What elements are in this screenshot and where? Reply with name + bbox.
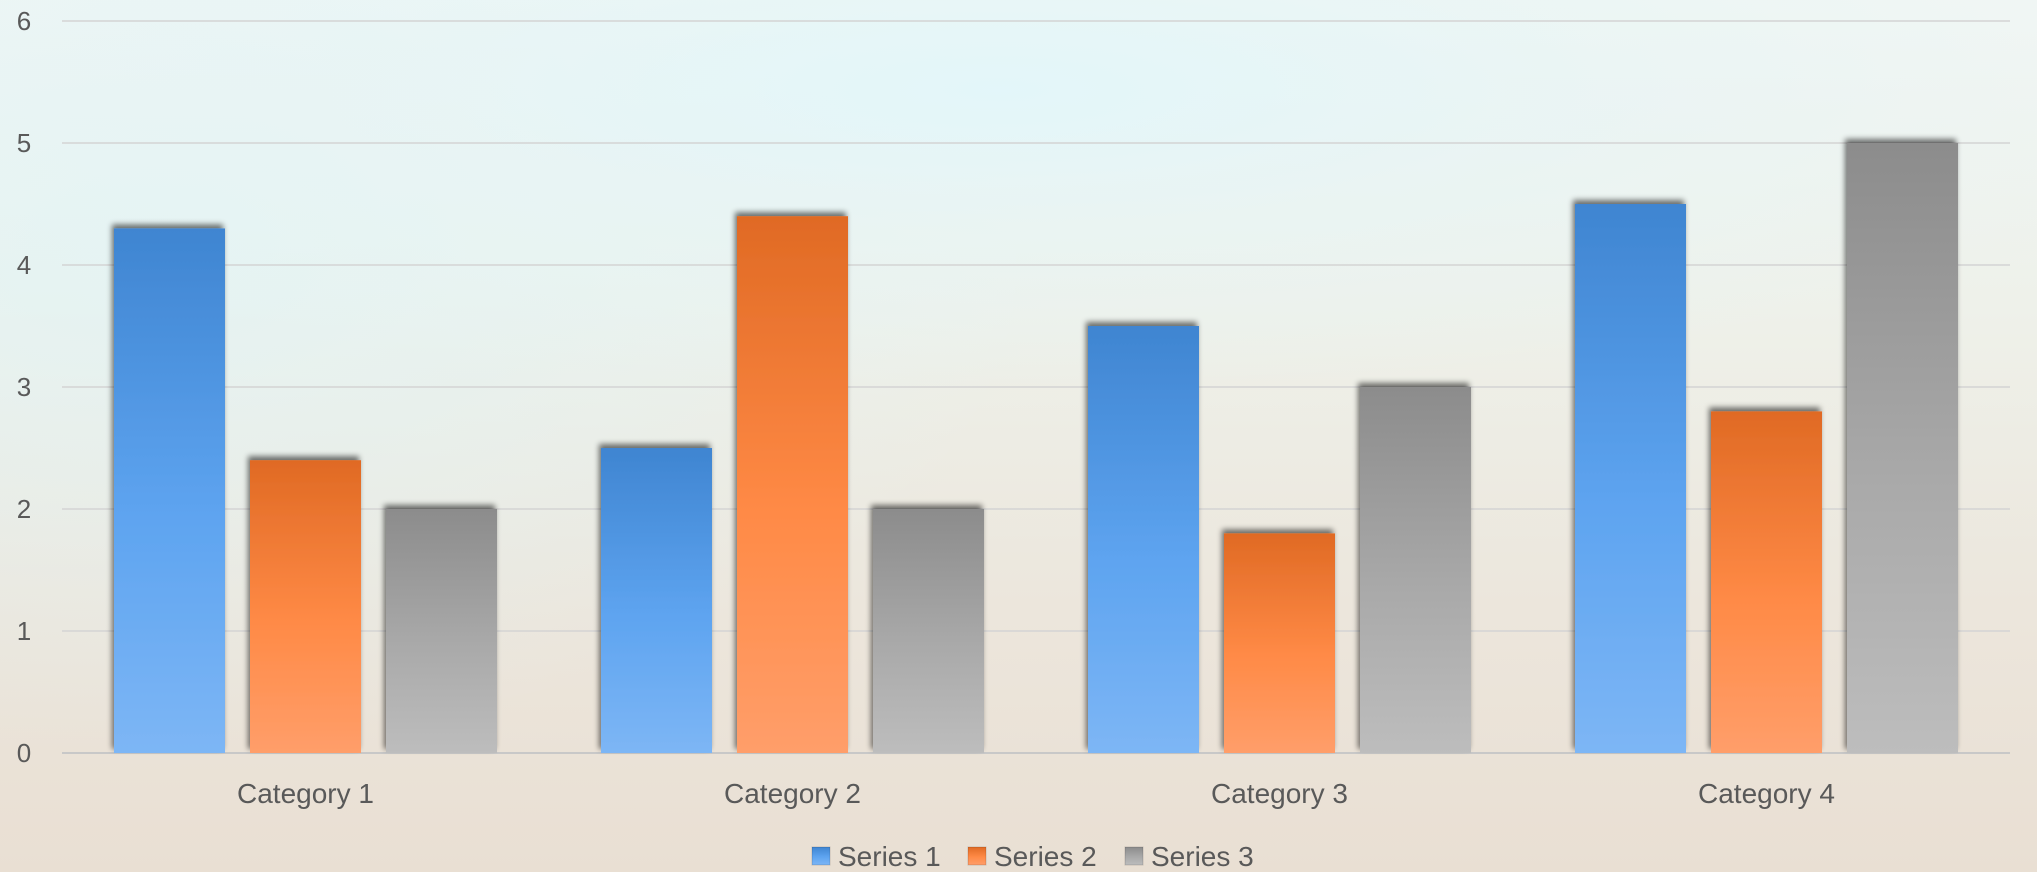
bar-series-2-category-2 [737,216,848,753]
bar-series-3-category-1 [386,509,497,753]
bar-series-3-category-2 [873,509,984,753]
bar-series-2-category-1 [250,460,361,753]
x-category-label: Category 4 [1698,778,1835,809]
y-tick-label: 3 [17,372,31,402]
bars [114,143,1958,753]
y-axis-ticks: 0 1 2 3 4 5 6 [17,6,31,768]
y-tick-label: 1 [17,616,31,646]
legend-swatch-series-2 [967,846,987,866]
y-tick-label: 4 [17,250,31,280]
bar-series-3-category-4 [1847,143,1958,753]
bar-series-1-category-4 [1575,204,1686,753]
bar-series-1-category-3 [1088,326,1199,753]
x-category-label: Category 3 [1211,778,1348,809]
bar-series-3-category-3 [1360,387,1471,753]
bar-series-1-category-2 [601,448,712,753]
y-tick-label: 6 [17,6,31,36]
bar-series-2-category-3 [1224,533,1335,753]
y-tick-label: 0 [17,738,31,768]
legend: Series 1 Series 2 Series 3 [811,841,1254,872]
legend-label-series-2: Series 2 [994,841,1097,872]
y-tick-label: 2 [17,494,31,524]
bar-series-2-category-4 [1711,411,1822,753]
legend-label-series-1: Series 1 [838,841,941,872]
legend-swatch-series-1 [811,846,831,866]
x-category-label: Category 2 [724,778,861,809]
legend-swatch-series-3 [1124,846,1144,866]
x-axis-categories: Category 1 Category 2 Category 3 Category 4 [237,778,1835,809]
bar-series-1-category-1 [114,228,225,753]
legend-label-series-3: Series 3 [1151,841,1254,872]
y-tick-label: 5 [17,128,31,158]
x-category-label: Category 1 [237,778,374,809]
